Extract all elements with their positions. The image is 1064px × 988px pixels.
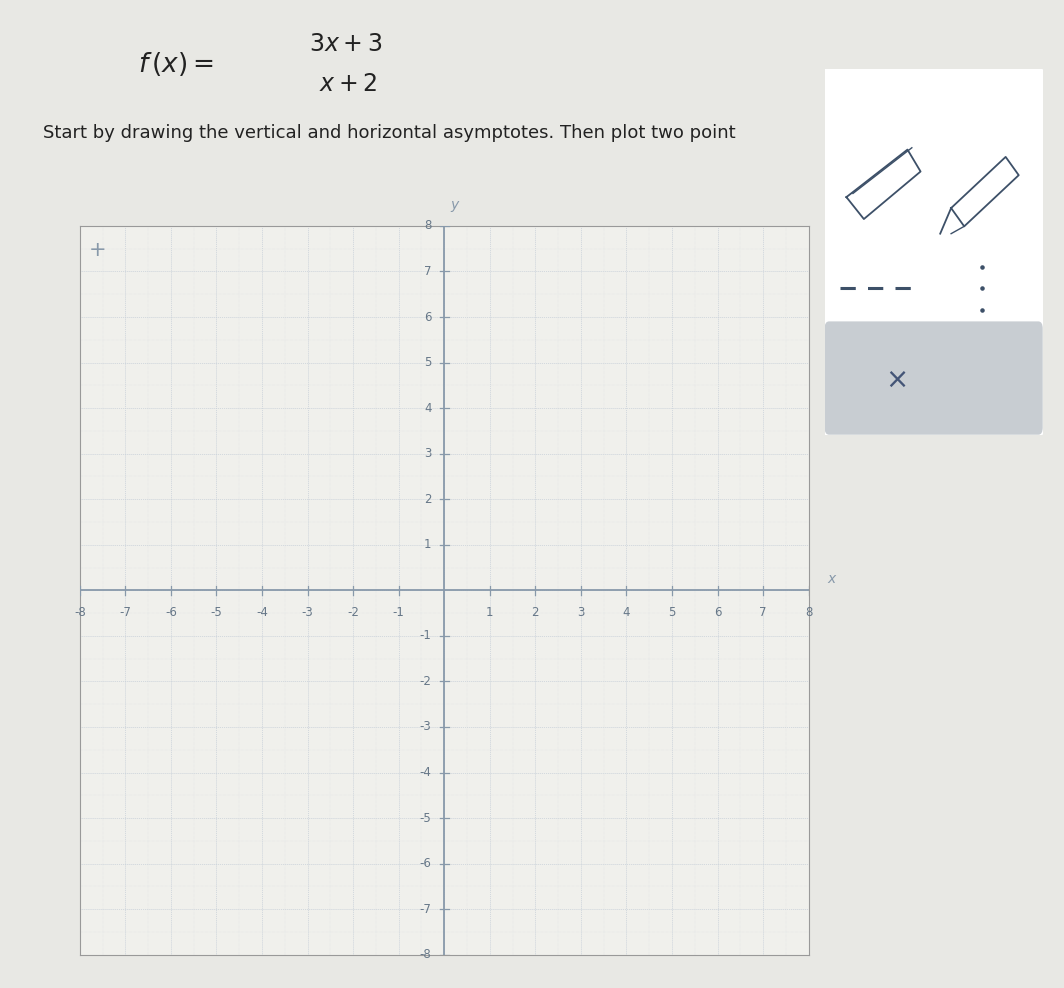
Text: 7: 7 [760, 607, 767, 619]
Text: 7: 7 [423, 265, 432, 278]
Text: 8: 8 [805, 607, 812, 619]
Text: 1: 1 [423, 538, 432, 551]
Text: 5: 5 [425, 356, 432, 370]
Text: Start by drawing the vertical and horizontal asymptotes. Then plot two point: Start by drawing the vertical and horizo… [43, 124, 735, 142]
Text: x: x [828, 572, 835, 586]
Text: 5: 5 [668, 607, 676, 619]
FancyBboxPatch shape [822, 65, 1045, 439]
Text: 6: 6 [714, 607, 721, 619]
Text: 3: 3 [425, 448, 432, 460]
Text: -3: -3 [302, 607, 314, 619]
Text: -4: -4 [256, 607, 268, 619]
Text: +: + [89, 239, 106, 260]
Text: -5: -5 [211, 607, 222, 619]
Text: 8: 8 [425, 219, 432, 232]
FancyBboxPatch shape [825, 321, 1043, 435]
Text: 3: 3 [577, 607, 584, 619]
Text: 1: 1 [486, 607, 494, 619]
Text: $3x+3$: $3x+3$ [309, 33, 382, 56]
Polygon shape [847, 149, 920, 219]
Text: 2: 2 [423, 493, 432, 506]
Text: -4: -4 [419, 766, 432, 780]
Text: -1: -1 [393, 607, 404, 619]
Text: $f\,(x)=$: $f\,(x)=$ [138, 50, 215, 78]
Text: -7: -7 [419, 903, 432, 916]
Text: -7: -7 [119, 607, 131, 619]
Text: -1: -1 [419, 629, 432, 642]
Text: -2: -2 [347, 607, 359, 619]
Text: $x+2$: $x+2$ [319, 72, 378, 96]
Text: -3: -3 [419, 720, 432, 733]
Text: 6: 6 [423, 310, 432, 323]
Text: -8: -8 [419, 948, 432, 961]
Text: -5: -5 [419, 811, 432, 825]
Text: -6: -6 [419, 858, 432, 870]
Text: -2: -2 [419, 675, 432, 688]
Text: ×: × [885, 366, 909, 394]
Text: 4: 4 [423, 401, 432, 415]
Text: 4: 4 [622, 607, 630, 619]
Text: y: y [450, 199, 459, 212]
Text: -6: -6 [165, 607, 177, 619]
Text: -8: -8 [73, 607, 86, 619]
Text: 2: 2 [532, 607, 539, 619]
Polygon shape [951, 157, 1018, 226]
